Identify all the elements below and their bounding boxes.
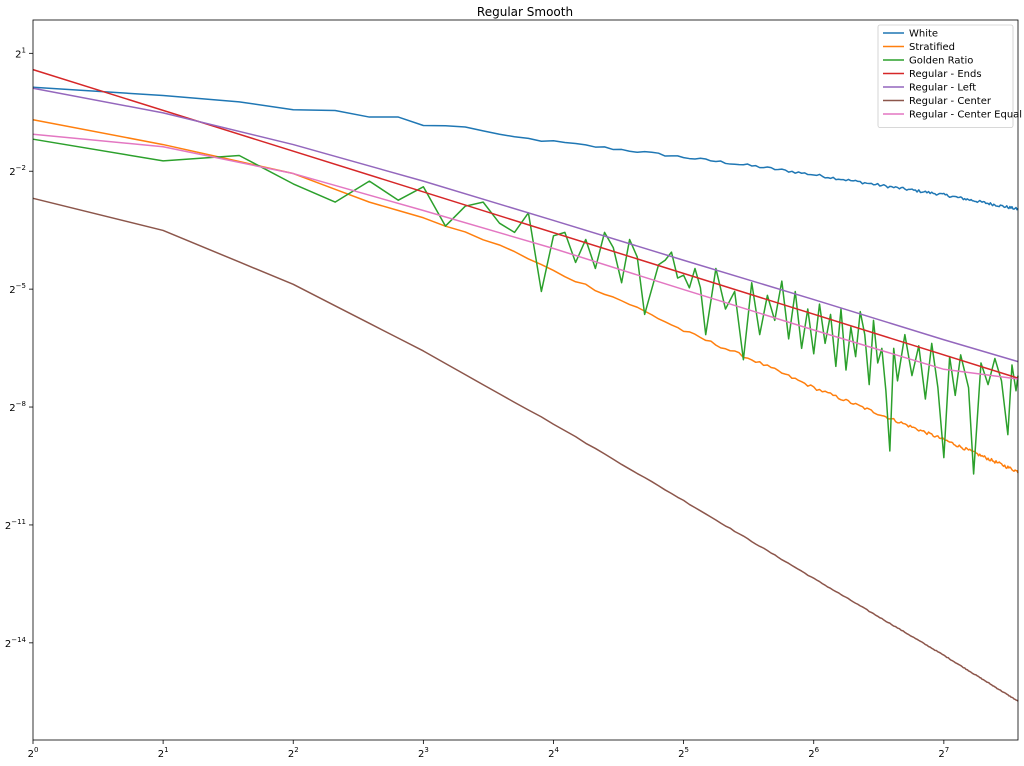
legend-label: Regular - Center bbox=[909, 96, 992, 107]
series-line-stratified bbox=[32, 118, 1019, 474]
y-tick-label: 21 bbox=[15, 46, 26, 60]
series-line-golden-ratio bbox=[32, 138, 1019, 475]
x-tick-label: 23 bbox=[418, 746, 429, 760]
y-tick-label: 2−8 bbox=[9, 400, 26, 414]
x-tick-label: 20 bbox=[28, 746, 39, 760]
legend-label: Stratified bbox=[909, 42, 955, 53]
legend: White Stratified Golden Ratio Regular - End… bbox=[877, 24, 1022, 128]
x-tick-label: 25 bbox=[678, 746, 689, 760]
y-tick-label: 2−14 bbox=[5, 636, 27, 650]
axis-layer: 20 21 22 23 24 25 26 27 21 2−2 2−5 2−8 2−11 2−14 bbox=[5, 19, 1019, 760]
series-line-white bbox=[32, 86, 1019, 211]
x-tick-label: 21 bbox=[158, 746, 169, 760]
y-tick-label: 2−11 bbox=[5, 518, 26, 532]
series-layer bbox=[32, 68, 1019, 702]
x-tick-label: 22 bbox=[288, 746, 299, 760]
series-line-regular-left bbox=[32, 87, 1019, 363]
x-tick-label: 24 bbox=[548, 746, 559, 760]
series-line-regular-ends bbox=[32, 68, 1019, 379]
x-tick-label: 26 bbox=[808, 746, 819, 760]
series-line-regular-center-equal bbox=[32, 133, 1019, 380]
legend-label: Regular - Left bbox=[909, 83, 976, 94]
legend-label: White bbox=[909, 29, 938, 40]
plot-frame bbox=[32, 19, 1019, 741]
x-tick-label: 27 bbox=[938, 746, 949, 760]
series-line-regular-center bbox=[32, 197, 1019, 702]
legend-label: Regular - Ends bbox=[909, 69, 982, 80]
y-tick-label: 2−2 bbox=[9, 164, 26, 178]
legend-box bbox=[877, 24, 1014, 128]
y-tick-label: 2−5 bbox=[9, 282, 26, 296]
legend-label: Regular - Center Equal bbox=[909, 110, 1022, 121]
chart-title: Regular Smooth bbox=[477, 5, 573, 19]
legend-label: Golden Ratio bbox=[909, 56, 973, 67]
